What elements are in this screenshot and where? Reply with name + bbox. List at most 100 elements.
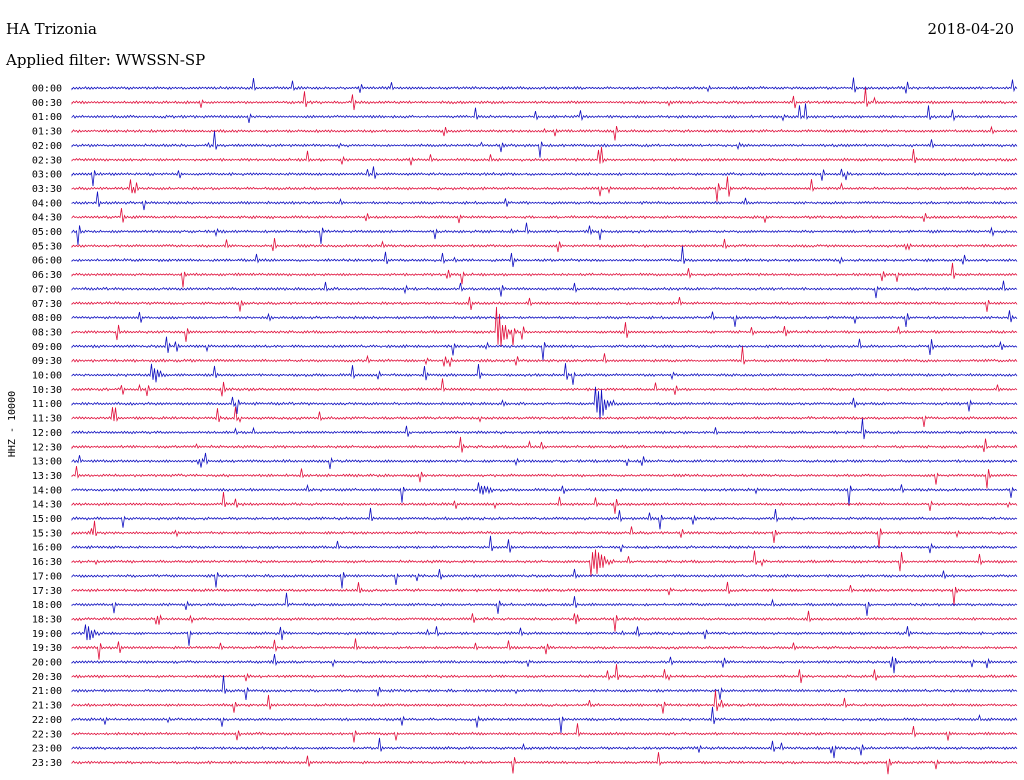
trace-row <box>71 176 1018 202</box>
trace-row <box>71 664 1018 684</box>
row-label: 02:00 <box>32 141 62 152</box>
trace-row <box>71 690 1018 714</box>
row-label: 07:30 <box>32 299 62 310</box>
row-label: 19:30 <box>32 643 62 654</box>
row-label: 05:00 <box>32 227 62 238</box>
trace-row <box>71 306 1018 347</box>
row-label: 22:00 <box>32 715 62 726</box>
trace-row <box>71 125 1018 141</box>
trace-row <box>71 492 1018 514</box>
row-label: 18:00 <box>32 600 62 611</box>
row-label: 04:00 <box>32 198 62 209</box>
trace-row <box>71 752 1018 775</box>
trace-row <box>71 535 1018 554</box>
trace-row <box>71 207 1018 224</box>
row-label: 10:00 <box>32 371 62 382</box>
trace-row <box>71 237 1018 253</box>
row-label: 06:00 <box>32 256 62 267</box>
row-label: 13:30 <box>32 471 62 482</box>
trace-row <box>71 222 1018 246</box>
trace-row <box>71 520 1018 549</box>
row-label: 21:30 <box>32 701 62 712</box>
row-label: 20:30 <box>32 672 62 683</box>
trace-row <box>71 103 1018 123</box>
row-label: 18:30 <box>32 614 62 625</box>
trace-row <box>71 77 1018 94</box>
trace-layer <box>71 77 1018 775</box>
row-label: 01:00 <box>32 112 62 123</box>
row-label: 16:00 <box>32 543 62 554</box>
row-label: 22:30 <box>32 729 62 740</box>
row-label: 09:30 <box>32 356 62 367</box>
row-label: 11:00 <box>32 399 62 410</box>
trace-row <box>71 130 1018 158</box>
row-label: 02:30 <box>32 155 62 166</box>
station-title: HA Trizonia <box>6 20 97 38</box>
row-label: 03:00 <box>32 170 62 181</box>
trace-row <box>71 146 1018 166</box>
trace-row <box>71 296 1018 312</box>
row-label: 17:30 <box>32 586 62 597</box>
trace-row <box>71 166 1018 187</box>
row-label: 17:00 <box>32 571 62 582</box>
trace-row <box>71 466 1018 489</box>
filter-label: Applied filter: WWSSN-SP <box>6 51 206 69</box>
trace-row <box>71 723 1018 743</box>
row-label: 08:30 <box>32 327 62 338</box>
row-label: 12:30 <box>32 442 62 453</box>
trace-row <box>71 336 1018 361</box>
row-label: 00:30 <box>32 98 62 109</box>
trace-row <box>71 436 1018 453</box>
trace-row <box>71 452 1018 470</box>
trace-row <box>71 568 1018 589</box>
trace-row <box>71 592 1018 616</box>
row-label: 16:30 <box>32 557 62 568</box>
date-label: 2018-04-20 <box>927 20 1014 38</box>
trace-row <box>71 624 1018 646</box>
trace-row <box>71 507 1018 530</box>
row-label: 01:30 <box>32 127 62 138</box>
trace-row <box>71 280 1018 299</box>
trace-row <box>71 610 1018 632</box>
row-label: 13:00 <box>32 457 62 468</box>
trace-row <box>71 262 1018 288</box>
trace-row <box>71 418 1018 440</box>
row-label: 08:00 <box>32 313 62 324</box>
row-label: 04:30 <box>32 213 62 224</box>
trace-row <box>71 581 1018 606</box>
trace-row <box>71 482 1018 506</box>
row-label: 14:00 <box>32 485 62 496</box>
trace-row <box>71 386 1018 420</box>
row-label: 11:30 <box>32 414 62 425</box>
row-label: 09:00 <box>32 342 62 353</box>
row-label: 07:00 <box>32 284 62 295</box>
row-label: 20:00 <box>32 658 62 669</box>
trace-row <box>71 675 1018 701</box>
row-label: 23:30 <box>32 758 62 769</box>
trace-row <box>71 638 1018 660</box>
trace-row <box>71 246 1018 268</box>
trace-row <box>71 191 1018 211</box>
trace-row <box>71 706 1018 734</box>
row-label: 15:30 <box>32 528 62 539</box>
row-label: 14:30 <box>32 500 62 511</box>
row-label: 05:30 <box>32 241 62 252</box>
row-label: 06:30 <box>32 270 62 281</box>
trace-row <box>71 654 1018 674</box>
channel-label: HHZ - 10000 <box>7 391 18 457</box>
trace-row <box>71 549 1018 576</box>
row-label: 21:00 <box>32 686 62 697</box>
row-label-layer: 00:00 00:30 01:00 01:30 02:00 02:30 03:00 03:30… <box>32 84 62 769</box>
trace-row <box>71 87 1018 111</box>
row-label: 10:30 <box>32 385 62 396</box>
row-label: 00:00 <box>32 84 62 95</box>
trace-row <box>71 310 1018 328</box>
trace-row <box>71 378 1018 397</box>
trace-row <box>71 406 1018 427</box>
trace-row <box>71 363 1018 385</box>
row-label: 19:00 <box>32 629 62 640</box>
row-label: 03:30 <box>32 184 62 195</box>
row-label: 15:00 <box>32 514 62 525</box>
row-label: 12:00 <box>32 428 62 439</box>
